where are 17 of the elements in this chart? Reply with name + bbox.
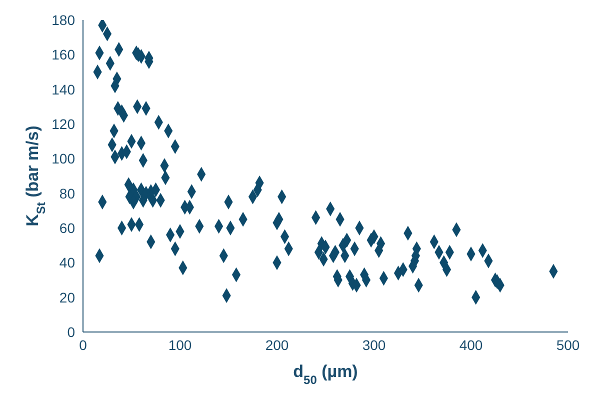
y-tick-label: 80	[59, 185, 76, 202]
x-tick-label: 400	[459, 336, 483, 353]
y-tick-label: 60	[59, 220, 76, 236]
x-tick-label: 200	[265, 336, 289, 353]
x-axis-title: d$_{50}$ (µm)	[293, 362, 358, 387]
y-tick-label: 120	[52, 116, 76, 132]
y-tick-label: 160	[52, 46, 76, 63]
y-tick-label: 140	[52, 81, 76, 98]
y-tick-label: 0	[67, 324, 76, 340]
y-tick-label: 100	[52, 150, 76, 167]
x-tick-label: 100	[168, 336, 192, 353]
x-tick-label: 300	[362, 336, 386, 353]
x-tick-label: 0	[79, 336, 88, 353]
y-tick-label: 40	[59, 254, 76, 271]
x-tick-label: 500	[556, 336, 580, 353]
y-tick-label: 20	[59, 289, 76, 306]
y-tick-label: 180	[52, 12, 76, 28]
